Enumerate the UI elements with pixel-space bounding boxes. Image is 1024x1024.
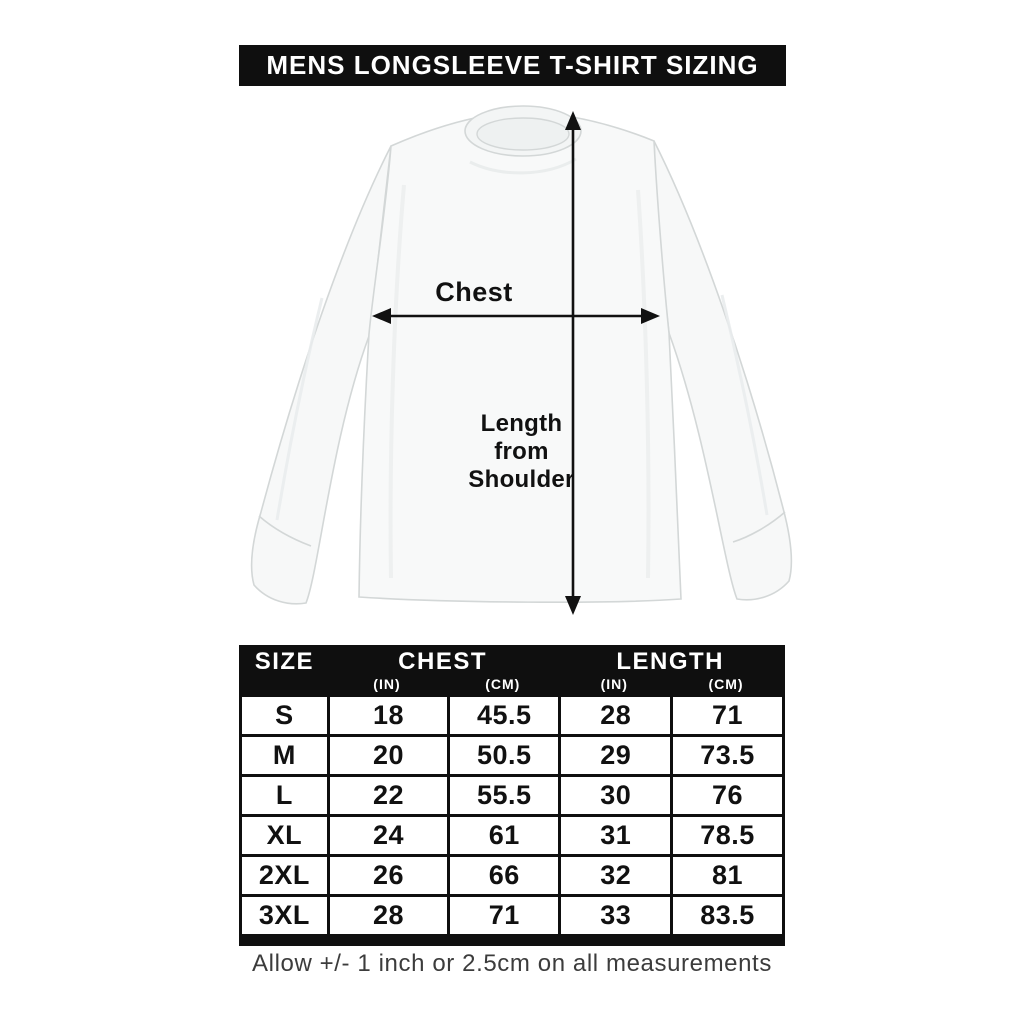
table-row: S 18 45.5 28 71 xyxy=(242,694,782,734)
collar-inner xyxy=(476,117,570,151)
length-in-cell: 32 xyxy=(558,854,671,894)
right-cuff-seam xyxy=(732,511,786,543)
table-row: XL 24 61 31 78.5 xyxy=(242,814,782,854)
table-row: M 20 50.5 29 73.5 xyxy=(242,734,782,774)
chest-cm-cell: 66 xyxy=(447,854,559,894)
chest-in-cell: 26 xyxy=(326,854,448,894)
fold-shading xyxy=(720,294,769,516)
size-table: SIZE CHEST LENGTH (IN) (CM) (IN) (CM) S … xyxy=(239,645,785,946)
length-cm-cell: 83.5 xyxy=(670,894,782,934)
length-cm-cell: 71 xyxy=(670,694,782,734)
column-header-chest-in: (IN) xyxy=(373,676,401,692)
table-header: SIZE CHEST LENGTH (IN) (CM) (IN) (CM) xyxy=(242,648,782,694)
length-cm-cell: 76 xyxy=(670,774,782,814)
size-cell: S xyxy=(242,694,327,734)
fold-shading xyxy=(636,189,651,579)
size-cell: M xyxy=(242,734,327,774)
table-row: L 22 55.5 30 76 xyxy=(242,774,782,814)
column-header-length-cm: (CM) xyxy=(708,676,744,692)
chest-cm-cell: 71 xyxy=(447,894,559,934)
column-header-length: LENGTH xyxy=(616,648,724,675)
fold-shading xyxy=(388,184,406,579)
column-header-chest: CHEST xyxy=(398,648,487,675)
fold-shading xyxy=(469,157,577,175)
chest-cm-cell: 55.5 xyxy=(447,774,559,814)
chest-measure-label: Chest xyxy=(435,277,513,307)
size-cell: 3XL xyxy=(242,894,327,934)
length-in-cell: 33 xyxy=(558,894,671,934)
length-cm-cell: 81 xyxy=(670,854,782,894)
column-header-chest-cm: (CM) xyxy=(485,676,521,692)
size-cell: 2XL xyxy=(242,854,327,894)
length-cm-cell: 73.5 xyxy=(670,734,782,774)
column-header-size: SIZE xyxy=(254,648,315,675)
chest-in-cell: 20 xyxy=(326,734,448,774)
chest-cm-cell: 61 xyxy=(447,814,559,854)
fold-shading xyxy=(275,297,324,521)
chest-cm-cell: 50.5 xyxy=(447,734,559,774)
left-cuff-seam xyxy=(258,515,312,547)
length-in-cell: 29 xyxy=(558,734,671,774)
shirt-right-sleeve xyxy=(653,140,793,601)
chest-measure-arrow xyxy=(372,308,660,324)
length-in-cell: 28 xyxy=(558,694,671,734)
chest-in-cell: 24 xyxy=(326,814,448,854)
chest-in-cell: 22 xyxy=(326,774,448,814)
chest-in-cell: 28 xyxy=(326,894,448,934)
shirt-body xyxy=(358,111,682,603)
length-measure-label: Length from Shoulder xyxy=(468,410,575,493)
chest-cm-cell: 45.5 xyxy=(447,694,559,734)
collar-outer xyxy=(464,105,582,157)
shirt-left-sleeve xyxy=(250,145,392,605)
length-in-cell: 30 xyxy=(558,774,671,814)
table-row: 2XL 26 66 32 81 xyxy=(242,854,782,894)
title-bar: MENS LONGSLEEVE T-SHIRT SIZING xyxy=(239,45,786,86)
measurement-note: Allow +/- 1 inch or 2.5cm on all measure… xyxy=(252,950,772,977)
title-text: MENS LONGSLEEVE T-SHIRT SIZING xyxy=(266,50,759,80)
table-row: 3XL 28 71 33 83.5 xyxy=(242,894,782,934)
size-cell: XL xyxy=(242,814,327,854)
length-measure-arrow xyxy=(565,111,581,615)
column-header-length-in: (IN) xyxy=(600,676,628,692)
size-cell: L xyxy=(242,774,327,814)
chest-in-cell: 18 xyxy=(326,694,448,734)
length-in-cell: 31 xyxy=(558,814,671,854)
length-cm-cell: 78.5 xyxy=(670,814,782,854)
